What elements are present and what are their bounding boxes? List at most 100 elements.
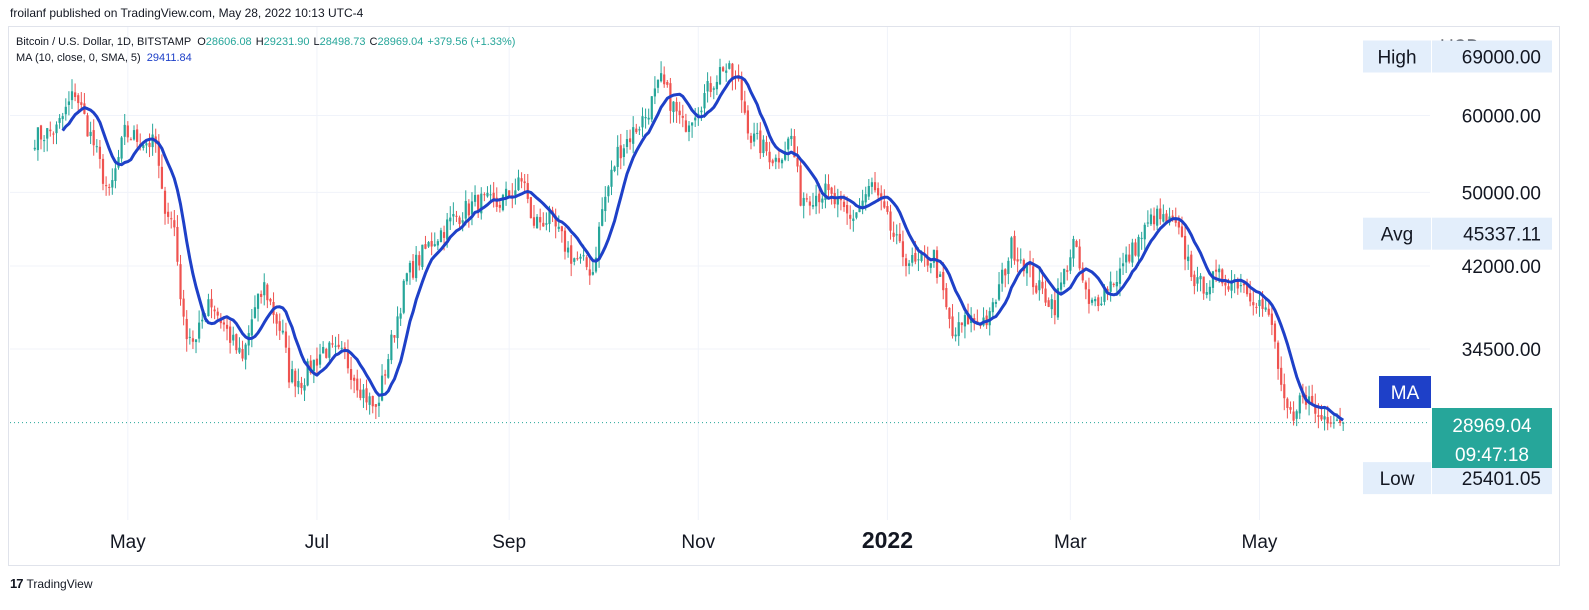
candle-body (873, 182, 877, 191)
candle-body (309, 360, 312, 374)
candle-body (464, 200, 467, 219)
candle-body (1146, 222, 1149, 224)
candle-body (55, 124, 58, 134)
candle-body (566, 247, 570, 253)
x-tick-label: May (110, 532, 146, 553)
candle-body (43, 140, 46, 142)
candle-body (368, 396, 371, 405)
candle-body (622, 148, 625, 158)
candle-body (492, 192, 495, 199)
candle-body (371, 396, 374, 407)
candle-body (95, 146, 98, 148)
candle-body (340, 347, 343, 349)
candle-body (911, 254, 914, 263)
candle-body (508, 190, 511, 197)
legend-symbol: Bitcoin / U.S. Dollar, 1D, BITSTAMP (16, 36, 191, 48)
candle-body (1075, 241, 1078, 247)
candle-body (706, 81, 709, 92)
candle-body (1314, 405, 1317, 414)
candle-body (1338, 419, 1342, 423)
candle-body (675, 102, 678, 112)
candle-body (1202, 276, 1205, 294)
candle-body (306, 361, 309, 386)
candle-body (895, 234, 898, 236)
candle-body (1326, 417, 1329, 424)
candle-body (808, 201, 812, 206)
candle-body (647, 117, 650, 120)
candle-body (703, 93, 706, 109)
candle-body (901, 241, 905, 258)
candle-body (1081, 267, 1084, 281)
candle-body (635, 128, 638, 133)
candle-body (1208, 286, 1211, 295)
y-tick-label: 42000.00 (1462, 257, 1541, 278)
candle-body (749, 135, 753, 143)
chart-legend: Bitcoin / U.S. Dollar, 1D, BITSTAMP O2860… (16, 36, 515, 64)
candle-body (644, 116, 647, 119)
candle-body (1103, 287, 1106, 302)
candle-body (1211, 271, 1215, 288)
candle-body (185, 318, 188, 340)
candle-body (1292, 411, 1295, 421)
y-tick-label: 60000.00 (1462, 106, 1541, 127)
candle-body (796, 157, 799, 167)
candle-body (238, 347, 241, 353)
candle-body (774, 157, 777, 162)
candle-body (1094, 298, 1097, 302)
candle-body (694, 117, 697, 121)
legend-ma-label: MA (10, close, 0, SMA, 5) (16, 52, 141, 64)
candle-body (1218, 268, 1221, 273)
level-name: Avg (1381, 225, 1413, 246)
candle-body (1286, 398, 1289, 408)
candle-body (256, 293, 260, 309)
candle-body (821, 198, 824, 203)
candle-body (1097, 297, 1100, 307)
candle-body (275, 314, 278, 324)
candle-body (666, 82, 669, 85)
candle-body (1032, 266, 1035, 288)
candle-body (1025, 263, 1029, 274)
candle-body (182, 298, 185, 317)
candle-body (554, 215, 557, 227)
candle-body (532, 217, 536, 226)
candle-body (1010, 237, 1013, 259)
candle-body (560, 226, 563, 232)
candle-body (852, 218, 855, 221)
candle-body (1090, 299, 1094, 303)
candle-body (384, 374, 387, 376)
candle-body (123, 124, 126, 137)
candle-body (1273, 323, 1277, 342)
candle-body (377, 402, 381, 406)
candle-body (222, 322, 226, 325)
chart-frame (8, 26, 1560, 566)
candle-body (700, 110, 703, 113)
legend-change: +379.56 (+1.33%) (427, 36, 515, 48)
candle-body (1004, 269, 1007, 276)
candle-body (1016, 259, 1019, 262)
candle-body (446, 219, 449, 240)
candle-body (480, 193, 483, 214)
candle-body (619, 145, 622, 159)
candle-body (877, 188, 880, 196)
candle-body (718, 67, 722, 85)
candle-body (188, 336, 191, 338)
candle-body (740, 78, 743, 101)
candle-body (824, 183, 827, 201)
candle-body (939, 274, 942, 277)
footer-brand: 17 TradingView (10, 576, 93, 591)
candle-body (672, 101, 675, 113)
candle-body (728, 63, 731, 69)
candle-body (1180, 226, 1184, 237)
candle-body (191, 338, 195, 342)
legend-low-label: L (314, 36, 320, 48)
candle-body (988, 311, 991, 326)
y-tick-label: 34500.00 (1462, 340, 1541, 361)
candle-body (179, 264, 182, 300)
level-value: 69000.00 (1462, 48, 1541, 69)
candle-body (935, 250, 939, 278)
candle-body (129, 139, 133, 141)
candle-body (473, 194, 477, 202)
candle-body (241, 349, 244, 359)
candle-body (849, 214, 852, 219)
